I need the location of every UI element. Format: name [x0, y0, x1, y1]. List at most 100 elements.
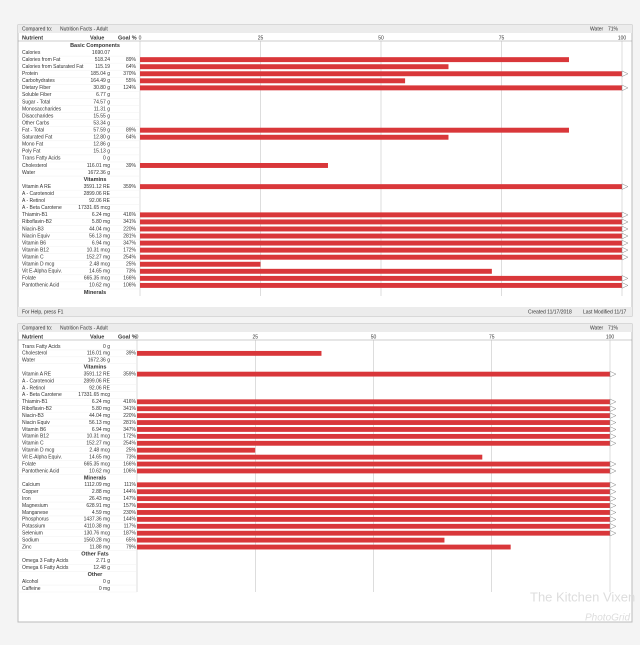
goal-label: 65% [126, 537, 137, 543]
water: 71% [608, 26, 619, 32]
overflow-arrow [609, 509, 617, 516]
goal-label: 79% [126, 544, 137, 550]
nutrient-name: Trans Fatty Acids [22, 344, 61, 350]
nutrient-name: Mono Fat [22, 142, 44, 148]
watermark: The Kitchen Vixen [530, 589, 635, 604]
goal-bar [137, 413, 610, 419]
goal-bar [140, 134, 449, 140]
nutrient-name: Sodium [22, 537, 39, 543]
nutrient-name: Magnesium [22, 503, 48, 509]
nutrient-name: Vitamin B12 [22, 434, 49, 440]
nutrient-value: 2.48 mcg [89, 262, 110, 268]
nutrient-value: 17331.65 mcg [78, 392, 110, 398]
goal-bar [137, 420, 610, 425]
goal-label: 39% [126, 351, 137, 357]
goal-label: 89% [126, 57, 137, 63]
overflow-arrow [621, 232, 629, 240]
nutrient-value: 0 g [103, 579, 110, 585]
nutrient-name: Poly Fat [22, 149, 41, 155]
status-created: Created 11/17/2018 [528, 309, 572, 315]
col-value: Value [90, 35, 104, 41]
axis-tick-label: 50 [378, 35, 384, 41]
nutrient-value: 2899.06 RE [84, 378, 111, 384]
nutrient-name: Calories [22, 50, 41, 56]
overflow-arrow [609, 481, 617, 488]
goal-label: 254% [123, 441, 136, 447]
col-goal: Goal % [118, 334, 137, 340]
overflow-arrow [621, 183, 629, 190]
overflow-arrow [609, 405, 617, 412]
goal-bar [140, 282, 622, 288]
nutrient-value: 1672.36 g [88, 170, 110, 176]
axis-tick-label: 75 [499, 35, 505, 41]
nutrient-value: 5.80 mg [92, 406, 110, 412]
nutrient-name: Manganese [22, 510, 48, 516]
goal-bar [137, 544, 511, 550]
overflow-arrow [609, 523, 617, 530]
nutrient-name: Niacin-B3 [22, 413, 44, 419]
col-nutrient: Nutrient [22, 35, 43, 41]
goal-label: 359% [123, 371, 136, 377]
goal-bar [140, 254, 622, 260]
nutrient-name: Protein [22, 71, 38, 77]
overflow-arrow [621, 282, 629, 289]
overflow-arrow [621, 225, 629, 233]
nutrient-name: Thiamin-B1 [22, 399, 48, 405]
nutrient-name: Calcium [22, 482, 40, 488]
goal-bar [137, 530, 610, 536]
goal-bar [137, 447, 256, 453]
nutrient-name: Pantothenic Acid [22, 283, 59, 289]
nutrient-value: 44.04 mg [89, 413, 110, 419]
nutrient-value: 185.04 g [91, 71, 111, 77]
nutrient-value: 74.57 g [93, 99, 110, 105]
nutrient-value: 1672.36 g [88, 358, 110, 364]
overflow-arrow [621, 246, 629, 254]
goal-label: 416% [123, 212, 136, 218]
compared: Nutrition Facts - Adult [60, 26, 108, 32]
overflow-arrow [621, 275, 629, 282]
goal-label: 147% [123, 496, 136, 502]
nutrient-name: Trans Fatty Acids [22, 156, 61, 162]
goal-label: 55% [126, 78, 137, 84]
overflow-arrow [609, 460, 617, 468]
goal-bar [137, 406, 610, 412]
nutrient-value: 6.24 mg [92, 212, 110, 218]
nutrient-value: 2.48 mcg [89, 448, 110, 454]
goal-bar [140, 240, 622, 246]
nutrient-value: 14.65 mg [89, 269, 110, 275]
axis-tick-label: 0 [139, 35, 142, 41]
nutrient-name: Carbohydrates [22, 78, 55, 84]
axis-tick-label: 50 [371, 334, 377, 340]
nutrient-name: Water [22, 358, 35, 364]
nutrient-value: 3591.12 RE [84, 184, 111, 190]
nutrient-name: Disaccharides [22, 113, 54, 119]
nutrient-name: Vitamin A RE [22, 184, 52, 190]
col-value: Value [90, 334, 104, 340]
nutrient-value: 2.88 mg [92, 489, 110, 495]
goal-bar [137, 537, 445, 543]
nutrient-value: 92.06 RE [89, 385, 111, 391]
nutrient-value: 11.88 mg [90, 544, 111, 550]
goal-bar [140, 127, 569, 133]
nutrient-name: Calories from Fat [22, 57, 61, 63]
nutrient-name: Vitamin B12 [22, 247, 49, 253]
goal-label: 144% [123, 489, 136, 495]
goal-label: 166% [123, 276, 136, 282]
goal-label: 281% [123, 420, 136, 426]
goal-label: 117% [124, 524, 137, 530]
nutrient-name: Phosphorus [22, 517, 49, 523]
panel: Compared to: Nutrition Facts - Adult Water… [17, 24, 633, 317]
goal-label: 111% [124, 482, 137, 488]
compared-label: Compared to: [22, 26, 52, 32]
overflow-arrow [609, 502, 617, 509]
nutrient-name: Thiamin-B1 [22, 212, 48, 218]
overflow-arrow [621, 211, 629, 219]
top-bar [18, 25, 632, 33]
nutrient-name: Sugar - Total [22, 99, 50, 105]
nutrient-name: Vitamin B6 [22, 427, 46, 433]
goal-bar [137, 427, 610, 432]
nutrient-name: Dietary Fiber [22, 85, 51, 91]
overflow-arrow [609, 488, 617, 495]
overflow-arrow [609, 530, 617, 537]
